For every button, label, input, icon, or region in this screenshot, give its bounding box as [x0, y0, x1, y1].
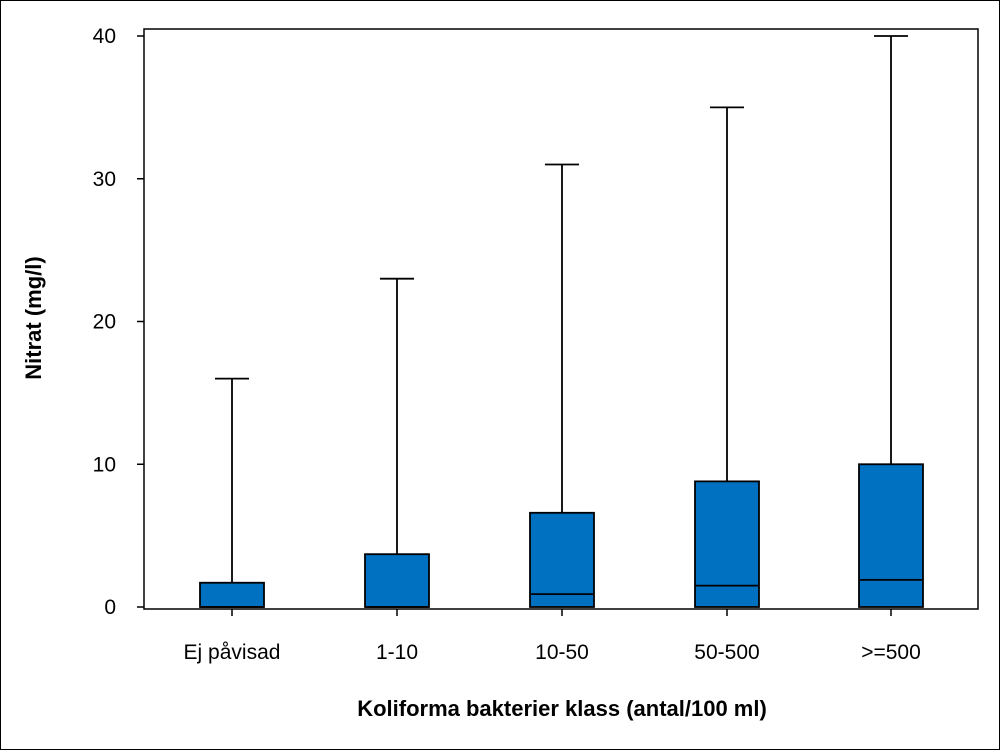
- y-tick-label: 40: [93, 25, 116, 48]
- box-rect: [364, 553, 430, 608]
- plot-area: [143, 28, 979, 610]
- box-4: [858, 35, 924, 608]
- x-tick-label: 1-10: [376, 641, 418, 664]
- box-1: [364, 277, 430, 608]
- y-tick-label: 0: [104, 596, 116, 619]
- x-axis: Ej påvisad 1-10 10-50 50-500 >=500: [184, 609, 921, 664]
- x-axis-title: Koliforma bakterier klass (antal/100 ml): [357, 696, 767, 721]
- box-0: [199, 377, 265, 608]
- y-tick-label: 20: [93, 311, 116, 334]
- y-tick-label: 30: [93, 168, 116, 191]
- y-axis-title: Nitrat (mg/l): [21, 256, 46, 379]
- y-tick-label: 10: [93, 453, 116, 476]
- box-rect: [199, 581, 265, 608]
- box-rect: [858, 463, 924, 608]
- x-tick-label: >=500: [861, 641, 921, 664]
- y-axis: 0 10 20 30 40: [93, 25, 144, 619]
- x-tick-label: 50-500: [694, 641, 759, 664]
- x-tick-label: 10-50: [535, 641, 589, 664]
- box-2: [529, 163, 595, 608]
- x-tick-label: Ej påvisad: [184, 641, 281, 664]
- boxes: [199, 35, 924, 608]
- box-rect: [694, 480, 760, 608]
- box-rect: [529, 511, 595, 608]
- box-3: [694, 106, 760, 608]
